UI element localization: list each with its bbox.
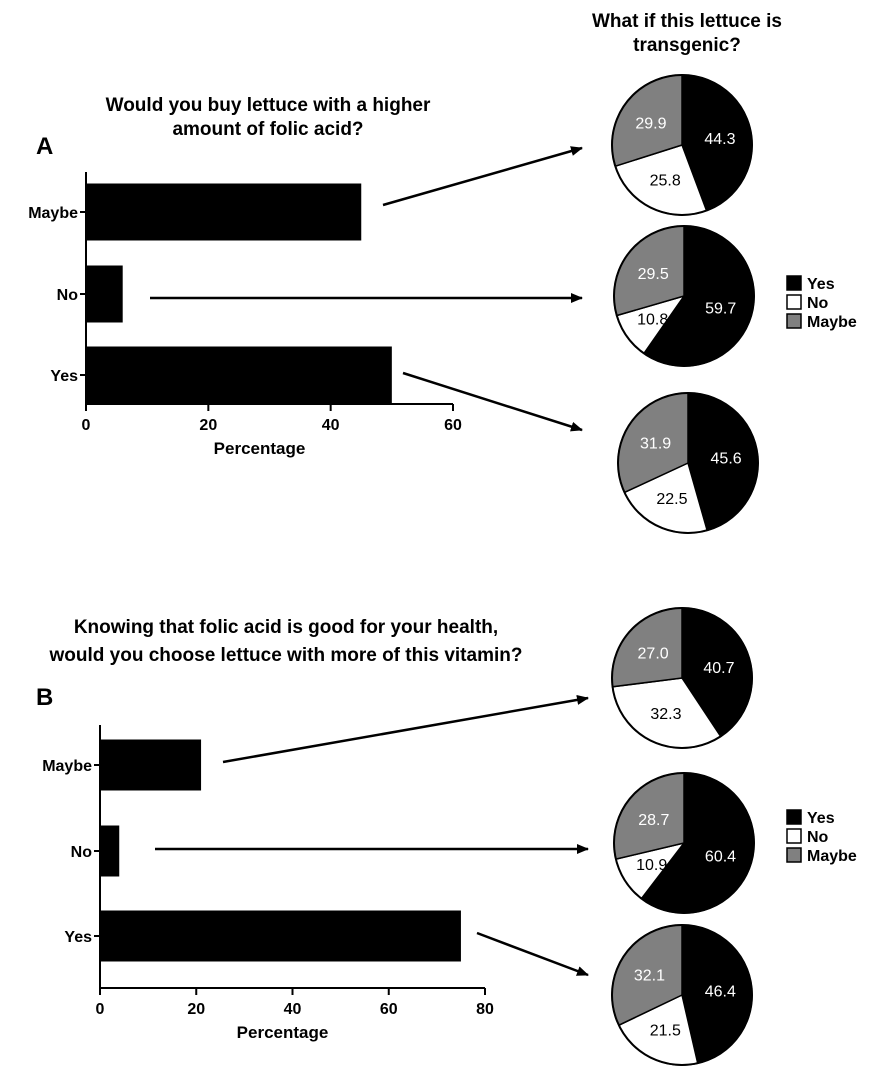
panel-a-x-tick-label-2: 40 — [322, 417, 340, 434]
panel-a-title-line-1: Would you buy lettuce with a higher — [106, 95, 431, 116]
legend-a-swatch-maybe — [786, 313, 802, 329]
arrow-a-maybe — [382, 146, 583, 207]
legend-a-swatch-no — [786, 294, 802, 310]
panel-a-x-axis-label: Percentage — [214, 439, 306, 458]
pie-b-no-label-maybe: 28.7 — [638, 812, 669, 829]
panel-b-category-yes: Yes — [64, 929, 92, 946]
arrow-b-yes — [476, 931, 589, 977]
panel-b-bar-no — [100, 825, 120, 877]
legend-b-label-maybe: Maybe — [807, 848, 857, 865]
right-title-line-1: What if this lettuce is — [592, 11, 782, 32]
panel-a-bar-maybe — [86, 183, 362, 241]
pie-a-yes-outline — [617, 392, 759, 534]
panel-a-bar-yes — [86, 346, 392, 404]
pie-b-yes-label-maybe: 32.1 — [634, 968, 665, 985]
panel-a-category-no: No — [57, 287, 79, 304]
pie-a-no-label-maybe: 29.5 — [638, 266, 669, 283]
chart-marks: Maybe No Yes 0 20 40 60 Percentage Maybe No Yes 0 20… — [28, 74, 857, 1066]
legend-b-swatch-yes — [786, 809, 802, 825]
panel-a-x-tick-label-3: 60 — [444, 417, 462, 434]
panel-b-x-tick-label-2: 40 — [284, 1001, 302, 1018]
panel-b-x-axis-label: Percentage — [237, 1023, 329, 1042]
pie-a-yes-label-no: 22.5 — [656, 491, 687, 508]
pie-b-yes-label-yes: 46.4 — [705, 984, 736, 1001]
pie-a-maybe-outline — [611, 74, 753, 216]
pie-b-no-outline — [613, 772, 755, 914]
pie-a-no-outline — [613, 225, 755, 367]
panel-a-label: A — [36, 133, 53, 160]
pie-b-maybe-label-yes: 40.7 — [703, 660, 734, 677]
pie-a-no-label-yes: 59.7 — [705, 301, 736, 318]
panel-a-title-line-2: amount of folic acid? — [172, 119, 363, 140]
legend-a-label-yes: Yes — [807, 276, 835, 293]
legend-b-label-yes: Yes — [807, 810, 835, 827]
pie-b-no-label-yes: 60.4 — [705, 848, 736, 865]
pie-b-no-label-no: 10.9 — [636, 857, 667, 874]
panel-a-category-yes: Yes — [50, 368, 78, 385]
panel-b-title-line-1: Knowing that folic acid is good for your… — [74, 617, 498, 638]
legend-b-swatch-maybe — [786, 847, 802, 863]
panel-b-label: B — [36, 684, 53, 711]
panel-b-category-maybe: Maybe — [42, 758, 92, 775]
pie-b-maybe-outline — [611, 607, 753, 749]
legend-b-swatch-no — [786, 828, 802, 844]
legend-a-label-no: No — [807, 295, 829, 312]
arrow-b-maybe — [222, 694, 589, 764]
panel-b-x-tick-label-4: 80 — [476, 1001, 494, 1018]
right-title-line-2: transgenic? — [633, 35, 741, 56]
pie-a-maybe-label-maybe: 29.9 — [635, 115, 666, 132]
pie-b-yes-label-no: 21.5 — [650, 1023, 681, 1040]
legend-a-swatch-yes — [786, 275, 802, 291]
panel-b-x-tick-label-1: 20 — [187, 1001, 205, 1018]
panel-b-title-line-2: would you choose lettuce with more of th… — [49, 645, 523, 666]
pie-b-maybe-label-no: 32.3 — [650, 706, 681, 723]
pie-a-maybe-label-no: 25.8 — [650, 173, 681, 190]
panel-a-x-tick-label-1: 20 — [199, 417, 217, 434]
pie-a-yes-label-maybe: 31.9 — [640, 435, 671, 452]
panel-a-x-tick-label-0: 0 — [82, 417, 91, 434]
panel-b-bar-yes — [100, 910, 461, 962]
pie-a-yes-label-yes: 45.6 — [711, 451, 742, 468]
pie-a-no-label-no: 10.8 — [637, 311, 668, 328]
arrow-a-yes — [402, 371, 583, 432]
panel-a-category-maybe: Maybe — [28, 205, 78, 222]
panel-b-category-no: No — [71, 844, 93, 861]
legend-b-label-no: No — [807, 829, 829, 846]
panel-b-x-tick-label-3: 60 — [380, 1001, 398, 1018]
panel-b-bar-maybe — [100, 739, 202, 791]
pie-a-maybe-label-yes: 44.3 — [704, 131, 735, 148]
panel-b-x-tick-label-0: 0 — [96, 1001, 105, 1018]
legend-a-label-maybe: Maybe — [807, 314, 857, 331]
pie-b-maybe-label-maybe: 27.0 — [638, 646, 669, 663]
panel-a-bar-no — [86, 265, 123, 323]
pie-b-yes-outline — [611, 924, 753, 1066]
